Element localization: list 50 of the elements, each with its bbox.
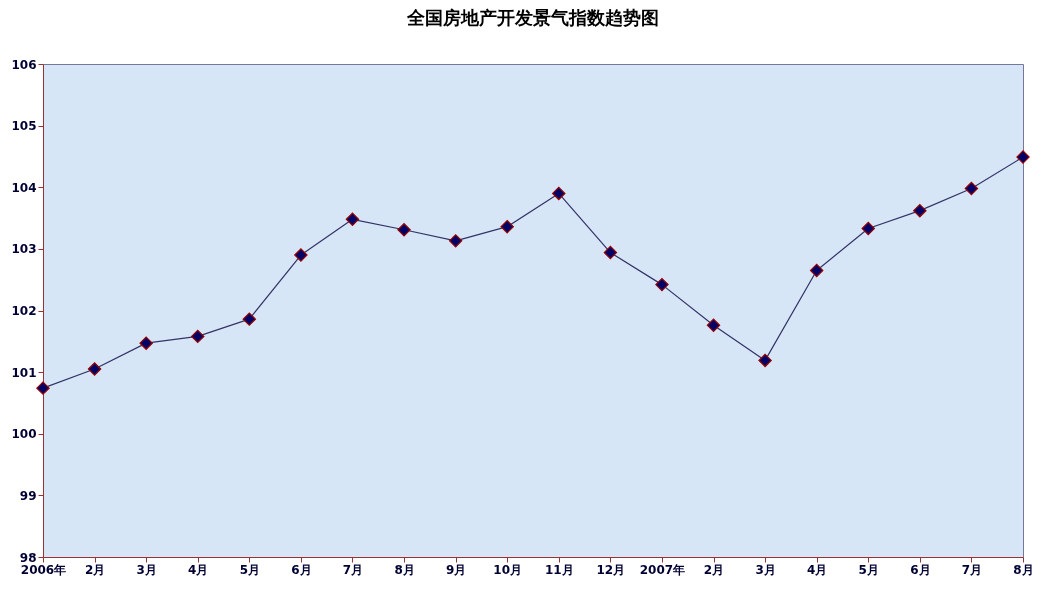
y-tick-label: 102 [11,304,37,318]
x-tick-label: 5月 [239,562,260,577]
point [655,277,669,292]
x-tick-label: 9月 [445,562,467,577]
x-tick-label: 6月 [291,562,312,577]
x-tick-label: 8月 [1013,562,1034,577]
x-tick-label: 2月 [84,562,106,577]
x-tick-label: 4月 [188,562,209,577]
x-tick-label: 2007年 [639,562,686,577]
chart-title: 全国房地产开发景气指数趋势图 [406,7,659,28]
point [913,203,927,218]
x-tick-label: 2月 [703,562,725,577]
point [552,186,566,201]
x-tick-label: 4月 [807,562,828,577]
point [242,312,257,326]
x-tick-label: 5月 [858,562,879,577]
y-tick-label: 100 [11,427,37,442]
point [500,219,514,234]
point [191,329,205,344]
point [603,245,618,260]
point [706,318,721,333]
point [87,362,102,376]
point [345,212,360,227]
y-tick-label: 101 [11,365,37,380]
x-tick-label: 8月 [394,562,415,577]
point [1016,150,1030,164]
x-tick-label: 12月 [596,562,626,577]
point [448,234,463,248]
y-tick-label: 104 [11,180,37,195]
point [809,263,824,278]
x-tick-label: 7月 [342,562,364,577]
x-tick-label: 10月 [493,562,523,577]
point [964,181,979,196]
point [36,381,50,395]
point [397,223,411,237]
y-tick-label: 105 [11,119,37,134]
point [294,248,308,262]
y-tick-label: 98 [19,550,37,565]
point [861,221,875,236]
y-tick-label: 99 [19,488,37,503]
x-tick-label: 3月 [755,562,776,577]
x-tick-label: 6月 [910,562,931,577]
x-tick-label: 11月 [544,562,574,577]
point [758,353,772,368]
y-tick-label: 106 [11,57,37,72]
x-tick-label: 7月 [961,562,983,577]
y-tick-label: 103 [11,242,37,257]
point [139,336,153,350]
x-tick-label: 2006年 [20,562,67,577]
x-tick-label: 3月 [136,562,157,577]
